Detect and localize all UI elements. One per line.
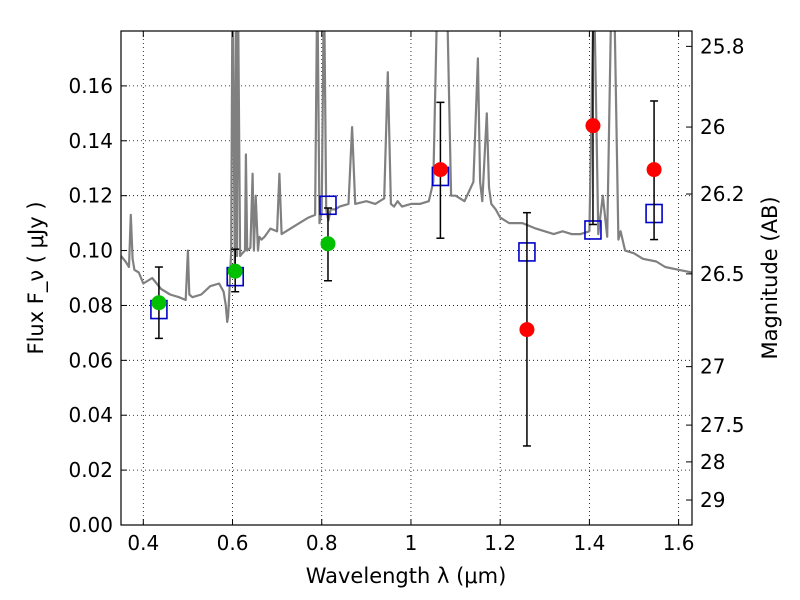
y-tick-label: 0.08 bbox=[68, 293, 113, 317]
green-data-point bbox=[227, 263, 243, 279]
y-tick-label: 0.10 bbox=[68, 239, 113, 263]
right-tick-label: 29 bbox=[700, 488, 725, 512]
x-axis-label: Wavelength λ (μm) bbox=[306, 564, 507, 588]
y-tick-label: 0.02 bbox=[68, 458, 113, 482]
green-data-point bbox=[320, 236, 336, 252]
red-data-point bbox=[432, 162, 448, 178]
spectrum-line bbox=[121, 31, 692, 323]
y-tick-label: 0.04 bbox=[68, 403, 113, 427]
y-tick-label: 0.16 bbox=[68, 74, 113, 98]
y-tick-label: 0.12 bbox=[68, 184, 113, 208]
x-tick-label: 0.6 bbox=[217, 531, 249, 555]
right-tick-label: 25.8 bbox=[700, 34, 745, 58]
right-axis-label: Magnitude (AB) bbox=[758, 196, 782, 359]
right-tick-label: 27.5 bbox=[700, 413, 745, 437]
x-tick-label: 1 bbox=[405, 531, 418, 555]
y-tick-label: 0.06 bbox=[68, 348, 113, 372]
red-data-point bbox=[585, 118, 601, 134]
red-data-point bbox=[519, 322, 535, 338]
right-tick-label: 26 bbox=[700, 115, 725, 139]
grid bbox=[121, 31, 692, 526]
right-tick-label: 26.2 bbox=[700, 182, 745, 206]
y-tick-label: 0.14 bbox=[68, 129, 113, 153]
x-tick-label: 1.6 bbox=[663, 531, 695, 555]
x-tick-label: 0.4 bbox=[127, 531, 159, 555]
right-tick-label: 28 bbox=[700, 450, 725, 474]
x-tick-label: 1.2 bbox=[484, 531, 516, 555]
y-axis-label: Flux F_ν ( μJy ) bbox=[24, 201, 49, 354]
plot-frame bbox=[120, 30, 693, 526]
right-tick-label: 26.5 bbox=[700, 262, 745, 286]
right-tick-label: 27 bbox=[700, 355, 725, 379]
green-data-point bbox=[151, 295, 167, 311]
plot-area bbox=[121, 31, 692, 447]
red-data-point bbox=[646, 162, 662, 178]
x-tick-label: 0.8 bbox=[306, 531, 338, 555]
y-tick-label: 0.00 bbox=[68, 513, 113, 537]
x-tick-label: 1.4 bbox=[573, 531, 605, 555]
axis-ticks: 0.4 0.6 0.8 1 1.2 1.4 1.6 0.00 0.02 0.04 0.06 0.08 0… bbox=[68, 31, 745, 555]
